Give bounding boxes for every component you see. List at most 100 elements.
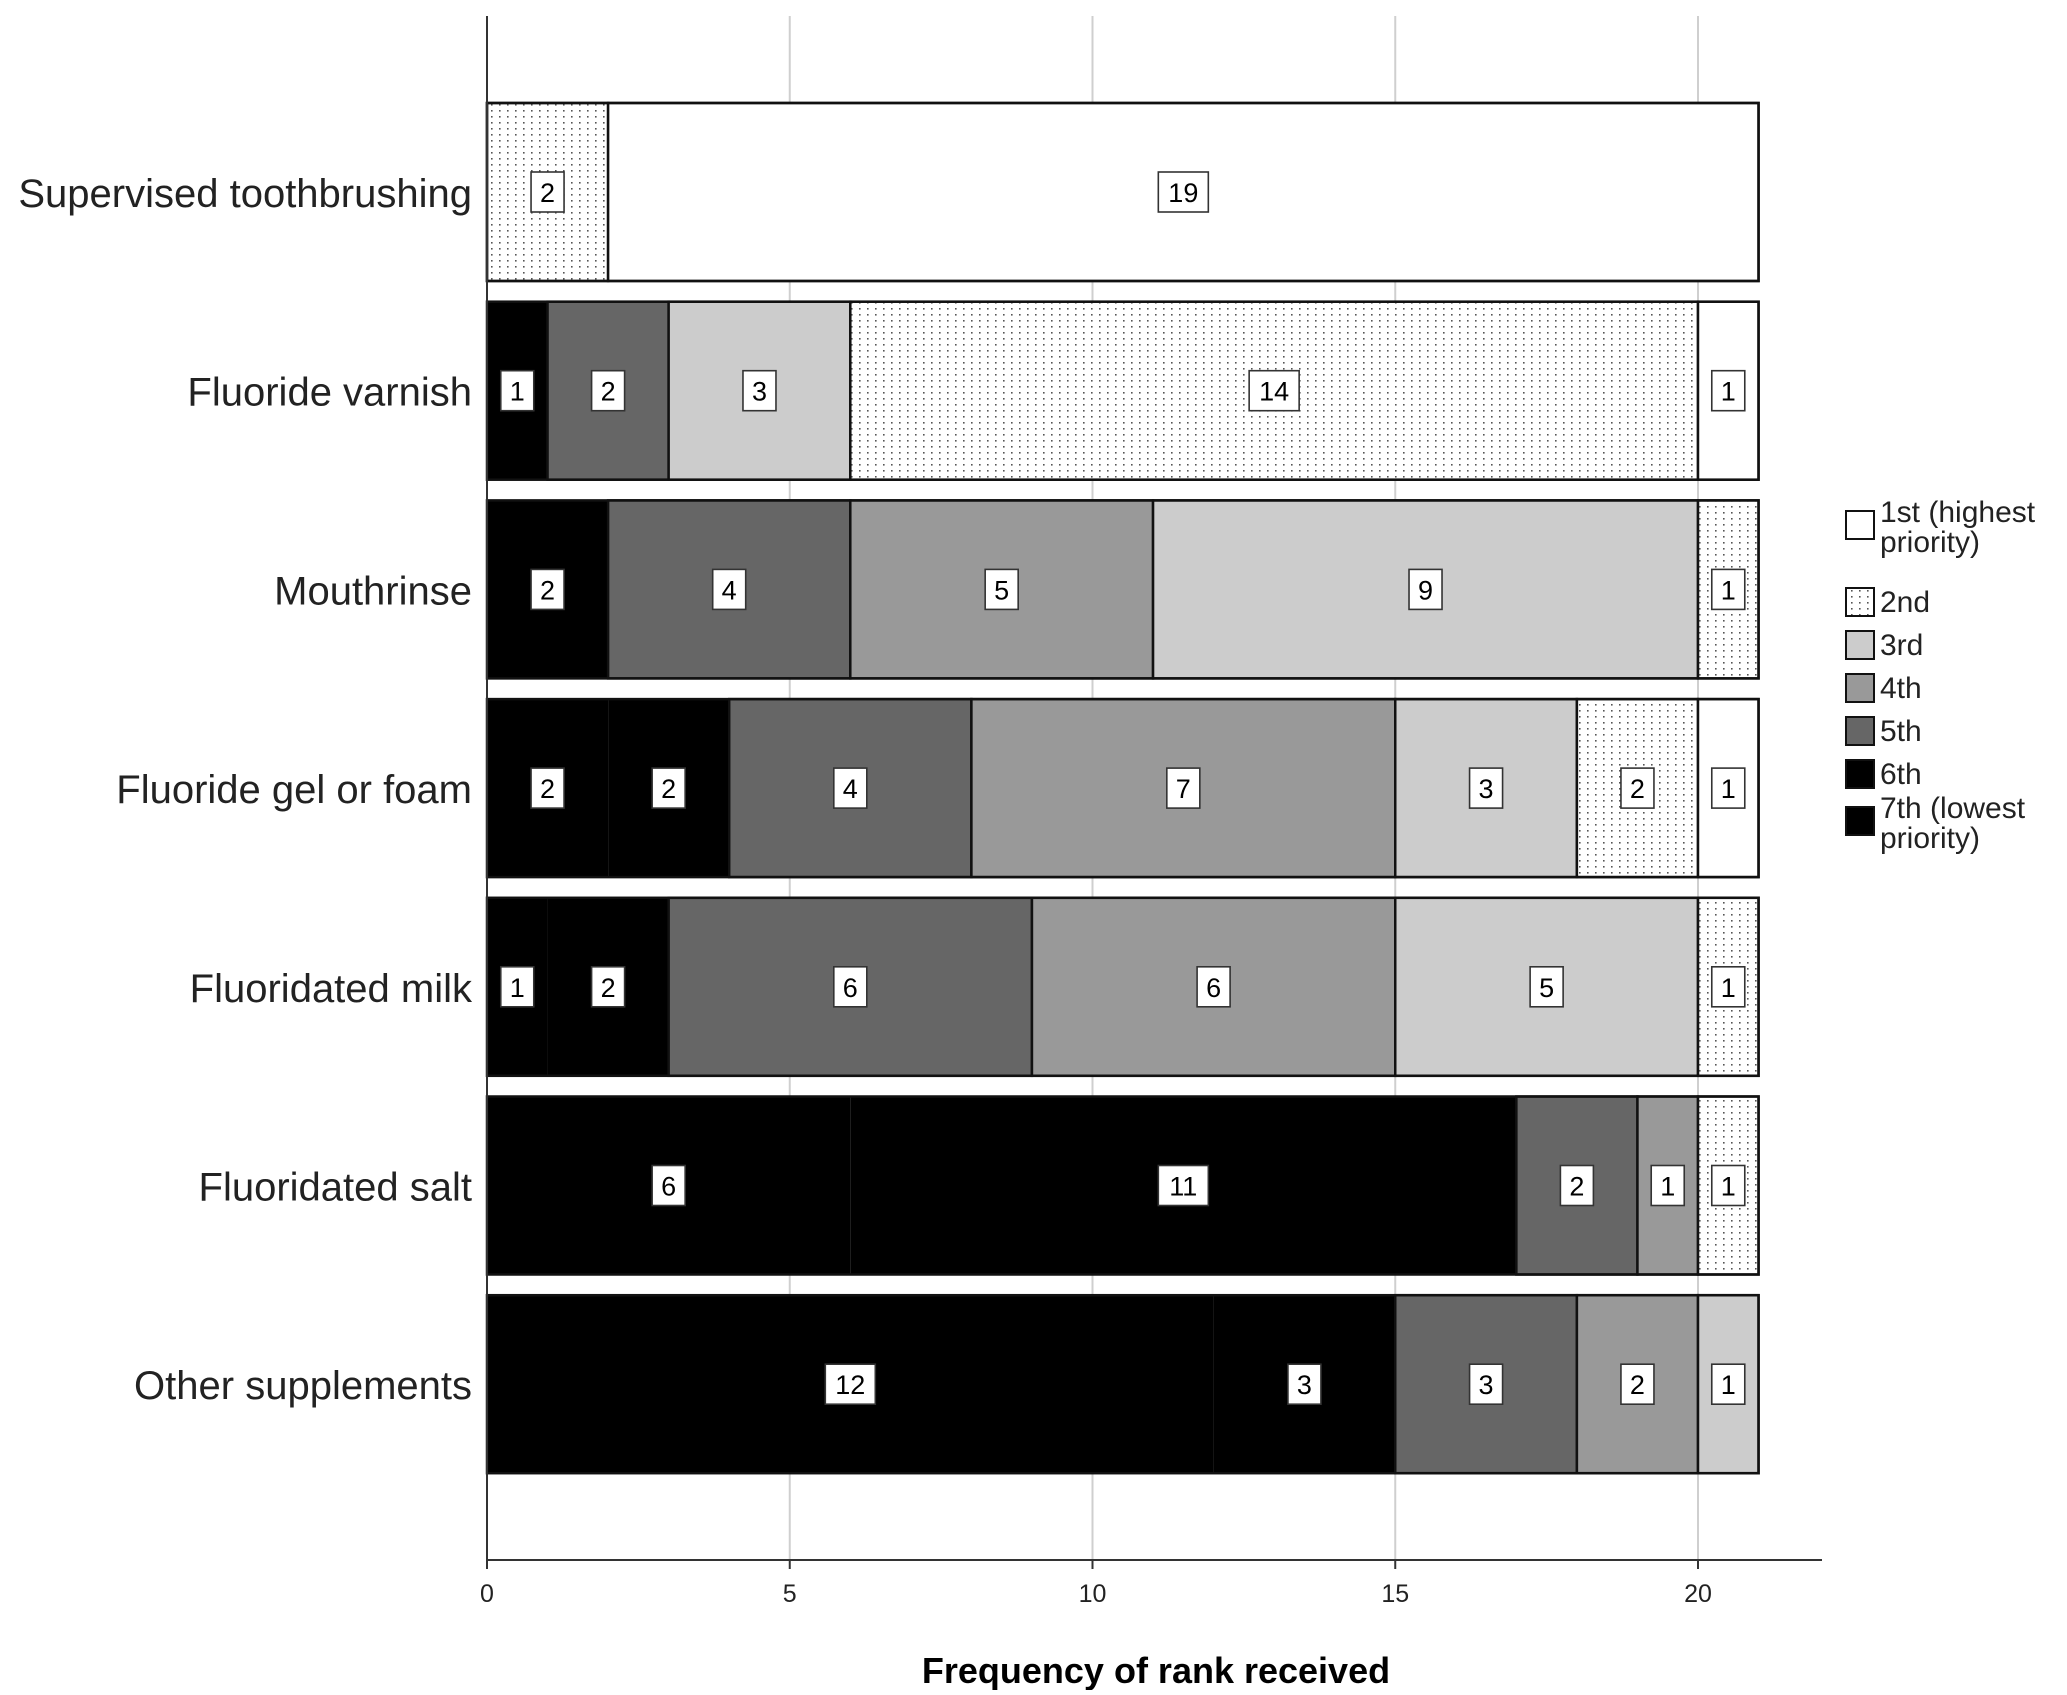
data-label-text: 3: [1479, 774, 1494, 804]
data-label: 1: [1710, 767, 1746, 809]
data-label: 5: [984, 568, 1019, 611]
data-label: 1: [1710, 369, 1746, 412]
data-label-box: [530, 767, 565, 809]
data-label-box: [1710, 965, 1746, 1008]
x-tick-label: 20: [1684, 1580, 1712, 1608]
data-label-box: [824, 1363, 877, 1405]
data-label: 3: [1468, 767, 1504, 809]
data-label-text: 2: [1630, 774, 1645, 804]
legend-swatch: [1845, 673, 1875, 703]
data-label-box: [1248, 369, 1300, 412]
data-label: 2: [590, 965, 626, 1008]
legend-swatch: [1845, 587, 1875, 617]
data-label-box: [1166, 767, 1201, 809]
data-label-box: [1620, 1363, 1655, 1405]
data-label-text: 1: [1721, 377, 1736, 407]
legend-item-5th: 5th: [1845, 715, 1922, 748]
legend-label: 5th: [1880, 715, 1922, 748]
bar-row-fluoridated-milk: Fluoridated milk 1 2 6 6 5 1: [190, 896, 1760, 1078]
data-label-text: 3: [1297, 1370, 1312, 1400]
legend-swatch: [1845, 759, 1875, 789]
category-label: Mouthrinse: [274, 569, 472, 613]
category-label: Other supplements: [134, 1364, 472, 1408]
data-label-box: [1650, 1164, 1686, 1207]
data-label: 7: [1166, 767, 1201, 809]
legend-label: 2nd: [1880, 586, 1930, 619]
data-label-box: [530, 568, 565, 611]
data-label: 3: [1468, 1363, 1504, 1405]
data-label-box: [1620, 767, 1655, 809]
data-label-text: 2: [1569, 1172, 1584, 1202]
data-label: 5: [1529, 965, 1564, 1008]
data-label-text: 7: [1176, 774, 1191, 804]
legend-swatch: [1845, 510, 1875, 540]
data-label-box: [1710, 1164, 1746, 1207]
data-label-text: 12: [835, 1370, 865, 1400]
data-label-box: [832, 965, 868, 1008]
data-label: 1: [1710, 568, 1746, 611]
data-label-text: 4: [843, 774, 858, 804]
data-label: 2: [530, 171, 565, 213]
legend-item-4th: 4th: [1845, 672, 1922, 705]
data-label-text: 6: [843, 973, 858, 1003]
bar-row-supervised-toothbrushing: Supervised toothbrushing 2 19: [18, 101, 1760, 283]
data-label-text: 2: [601, 973, 616, 1003]
data-label-box: [1559, 1164, 1595, 1207]
data-label-text: 3: [1479, 1370, 1494, 1400]
data-label: 2: [530, 568, 565, 611]
data-label: 19: [1157, 171, 1210, 213]
data-label: 2: [1559, 1164, 1595, 1207]
bar-row-other-supplements: Other supplements 12 3 3 2 1: [134, 1293, 1760, 1475]
data-label-box: [711, 568, 747, 611]
data-label-text: 2: [540, 575, 555, 605]
data-label-text: 14: [1259, 377, 1289, 407]
legend-item-7th-lowest-priority: 7th (lowest priority): [1845, 792, 2026, 855]
data-label-box: [1529, 965, 1564, 1008]
category-label: Fluoridated milk: [190, 967, 473, 1011]
bar-row-fluoride-varnish: Fluoride varnish 1 2 3 14 1: [187, 300, 1760, 481]
data-label-text: 5: [994, 575, 1009, 605]
data-label: 4: [711, 568, 747, 611]
legend-label: 3rd: [1880, 629, 1923, 662]
axes: 0 5 10 15 20: [480, 16, 1822, 1608]
data-label-box: [1408, 568, 1443, 611]
legend-item-3rd: 3rd: [1845, 629, 1923, 662]
data-label-box: [499, 965, 535, 1008]
category-label: Fluoridated salt: [199, 1166, 472, 1210]
data-label-box: [1710, 767, 1746, 809]
legend-label: 4th: [1880, 672, 1922, 705]
data-label-text: 1: [1660, 1172, 1675, 1202]
x-tick-label: 0: [480, 1580, 494, 1608]
legend-swatch: [1845, 806, 1875, 836]
x-tick-label: 5: [783, 1580, 797, 1608]
data-label: 4: [832, 767, 868, 809]
data-label-box: [1468, 1363, 1504, 1405]
legend-label: 6th: [1880, 758, 1922, 791]
legend-item-1st-highest-priority: 1st (highest priority): [1845, 496, 2036, 559]
data-label: 2: [1620, 1363, 1655, 1405]
data-label-box: [1196, 965, 1231, 1008]
data-label-box: [1157, 171, 1210, 213]
data-label: 2: [590, 369, 626, 412]
legend-swatch: [1845, 630, 1875, 660]
data-label-text: 1: [510, 377, 525, 407]
data-label-box: [530, 171, 565, 213]
data-label: 2: [651, 767, 686, 809]
legend-item-2nd: 2nd: [1845, 586, 1930, 619]
category-label: Supervised toothbrushing: [18, 172, 472, 216]
data-label: 1: [499, 369, 535, 412]
data-label-box: [832, 767, 868, 809]
data-label-box: [1468, 767, 1504, 809]
data-label-text: 1: [1721, 575, 1736, 605]
data-label-box: [984, 568, 1019, 611]
data-label-box: [1157, 1164, 1210, 1207]
data-label-text: 11: [1169, 1172, 1197, 1202]
x-tick-label: 10: [1079, 1580, 1107, 1608]
data-label: 3: [1287, 1363, 1322, 1405]
data-label: 6: [832, 965, 868, 1008]
data-label-text: 2: [540, 178, 555, 208]
data-label: 1: [499, 965, 535, 1008]
legend: 1st (highest priority) 2nd 3rd 4th 5th 6th7th …: [1845, 496, 2036, 855]
